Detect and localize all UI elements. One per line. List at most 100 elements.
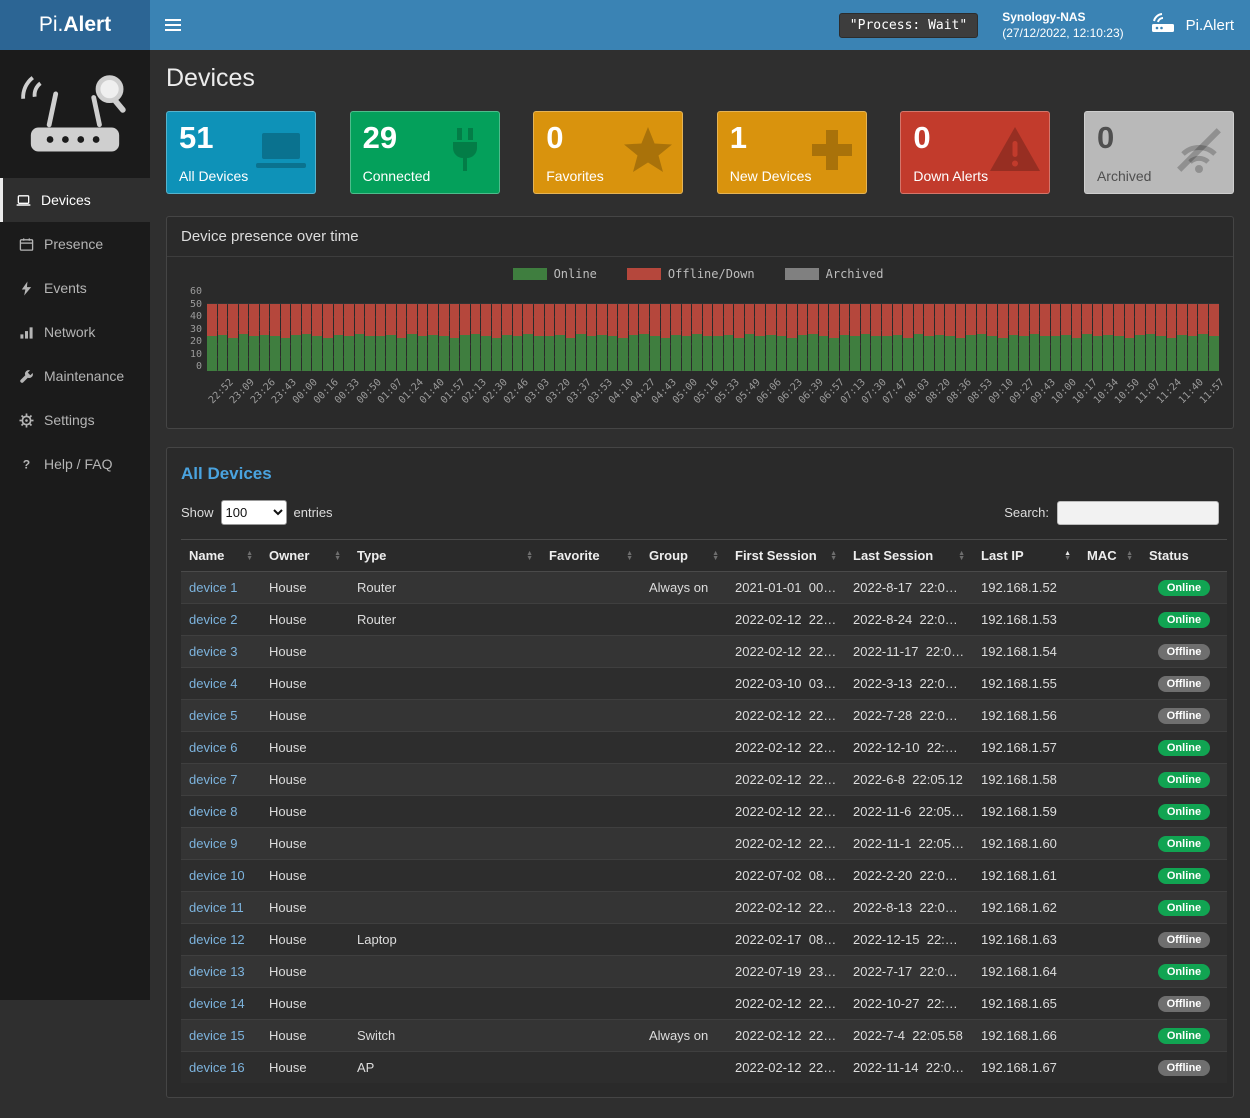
legend-label: Offline/Down [667, 267, 755, 281]
device-row[interactable]: device 9 House 2022-02-12 22:05 2022-11-1 2… [181, 827, 1227, 860]
device-group-cell: Always on [641, 571, 727, 604]
device-row[interactable]: device 8 House 2022-02-12 22:05 2022-11-6 2… [181, 795, 1227, 828]
sort-icon[interactable]: ▲ ▼ [830, 549, 837, 562]
device-status-cell: Online [1141, 827, 1227, 860]
device-row[interactable]: device 4 House 2022-03-10 03:55 2022-3-13 2… [181, 667, 1227, 700]
device-link[interactable]: device 5 [189, 708, 238, 723]
presence-chart-plot [207, 291, 1219, 371]
device-link[interactable]: device 6 [189, 740, 238, 755]
app-logo[interactable]: Pi. Alert [0, 0, 150, 50]
chart-bar [1124, 291, 1135, 371]
stat-value: 0 [913, 120, 931, 155]
x-tick: 03:20 [544, 377, 574, 407]
sort-icon[interactable]: ▲ ▼ [1126, 549, 1133, 562]
device-link[interactable]: device 12 [189, 932, 245, 947]
device-row[interactable]: device 6 House 2022-02-12 22:05 2022-12-10 … [181, 731, 1227, 764]
sidebar-item-network[interactable]: Network [0, 310, 150, 354]
device-owner-cell: House [261, 891, 349, 924]
device-row[interactable]: device 15 House Switch Always on 2022-02-12 … [181, 1019, 1227, 1052]
sort-icon[interactable]: ▲ ▼ [334, 549, 341, 562]
legend-item-archived[interactable]: Archived [784, 267, 883, 281]
device-row[interactable]: device 12 House Laptop 2022-02-17 08:05 2022… [181, 923, 1227, 956]
device-row[interactable]: device 16 House AP 2022-02-12 22:05 2022-11-… [181, 1051, 1227, 1083]
device-row[interactable]: device 2 House Router 2022-02-12 22:05 2022-… [181, 603, 1227, 636]
column-header-type[interactable]: Type ▲ ▼ [349, 539, 541, 572]
device-row[interactable]: device 1 House Router Always on 2021-01-01 0… [181, 571, 1227, 604]
device-link[interactable]: device 11 [189, 900, 244, 915]
stat-box[interactable]: 0 Favorites [533, 111, 684, 194]
sidebar-item-presence[interactable]: Presence [0, 222, 150, 266]
column-header-first-session[interactable]: First Session ▲ ▼ [727, 539, 845, 572]
column-header-mac[interactable]: MAC ▲ ▼ [1079, 539, 1141, 572]
y-tick-label: 60 [189, 286, 202, 297]
device-link[interactable]: device 4 [189, 676, 238, 691]
sort-icon[interactable]: ▲ ▼ [526, 549, 533, 562]
column-header-name[interactable]: Name ▲ ▼ [181, 539, 261, 572]
sidebar-toggle-icon[interactable] [150, 0, 196, 50]
device-row[interactable]: device 5 House 2022-02-12 22:05 2022-7-28 2… [181, 699, 1227, 732]
stat-box[interactable]: 29 Connected [349, 111, 500, 194]
device-link[interactable]: device 1 [189, 580, 238, 595]
device-last-ip-cell: 192.168.1.55 [973, 667, 1079, 700]
device-group-cell [641, 699, 727, 732]
offline-swatch [626, 268, 661, 280]
device-link[interactable]: device 10 [189, 868, 245, 883]
legend-item-offline[interactable]: Offline/Down [626, 267, 755, 281]
column-header-group[interactable]: Group ▲ ▼ [641, 539, 727, 572]
chart-bar [386, 291, 396, 371]
device-link[interactable]: device 3 [189, 644, 238, 659]
stat-box[interactable]: 0 Down Alerts [900, 111, 1051, 194]
status-badge: Online [1157, 964, 1211, 980]
sidebar-item-settings[interactable]: Settings [0, 398, 150, 442]
sidebar-item-events[interactable]: Events [0, 266, 150, 310]
device-link[interactable]: device 2 [189, 612, 238, 627]
device-link[interactable]: device 14 [189, 996, 245, 1011]
bolt-icon [18, 280, 34, 296]
legend-item-online[interactable]: Online [512, 267, 597, 281]
device-link[interactable]: device 13 [189, 964, 245, 979]
entries-select[interactable]: 100 [220, 500, 287, 525]
stat-box[interactable]: 1 New Devices [716, 111, 867, 194]
sort-icon[interactable]: ▲ ▼ [1064, 549, 1071, 562]
device-link[interactable]: device 15 [189, 1028, 245, 1043]
device-row[interactable]: device 10 House 2022-07-02 08:15 2022-2-20 … [181, 859, 1227, 892]
chart-bar [417, 291, 428, 371]
device-row[interactable]: device 11 House 2022-02-12 22:05 2022-8-13 … [181, 891, 1227, 924]
device-row[interactable]: device 14 House 2022-02-12 22:05 2022-10-27… [181, 987, 1227, 1020]
device-link[interactable]: device 8 [189, 804, 238, 819]
sidebar-item-maintenance[interactable]: Maintenance [0, 354, 150, 398]
device-link[interactable]: device 7 [189, 772, 238, 787]
device-type-cell [349, 635, 541, 668]
column-header-last-session[interactable]: Last Session ▲ ▼ [845, 539, 973, 572]
chart-bar [797, 291, 808, 371]
device-last-session-cell: 2022-7-17 22:05.44 [845, 955, 973, 988]
device-link[interactable]: device 16 [189, 1060, 245, 1075]
sort-icon[interactable]: ▲ ▼ [712, 549, 719, 562]
x-tick: 04:10 [607, 377, 637, 407]
sidebar-item-devices[interactable]: Devices [0, 178, 150, 222]
x-tick: 09:10 [986, 377, 1016, 407]
device-row[interactable]: device 7 House 2022-02-12 22:05 2022-6-8 22… [181, 763, 1227, 796]
device-status-cell: Offline [1141, 667, 1227, 700]
column-header-last-ip[interactable]: Last IP ▲ ▼ [973, 539, 1079, 572]
device-owner-cell: House [261, 923, 349, 956]
chart-bar [1008, 291, 1019, 371]
column-header-owner[interactable]: Owner ▲ ▼ [261, 539, 349, 572]
device-first-session-cell: 2022-07-19 23:45 [727, 955, 845, 988]
column-header-status[interactable]: Status [1141, 539, 1227, 572]
stat-box[interactable]: 51 All Devices [166, 111, 316, 194]
entries-label: entries [293, 505, 333, 520]
column-header-favorite[interactable]: Favorite ▲ ▼ [541, 539, 641, 572]
device-favorite-cell [541, 923, 641, 956]
stat-box[interactable]: 0 Archived [1083, 111, 1234, 194]
device-row[interactable]: device 3 House 2022-02-12 22:05 2022-11-17 … [181, 635, 1227, 668]
sidebar-item-help[interactable]: ? Help / FAQ [0, 442, 150, 486]
chart-bar [502, 291, 512, 371]
sort-icon[interactable]: ▲ ▼ [626, 549, 633, 562]
device-link[interactable]: device 9 [189, 836, 238, 851]
sort-icon[interactable]: ▲ ▼ [246, 549, 253, 562]
device-mac-cell [1079, 667, 1141, 700]
device-row[interactable]: device 13 House 2022-07-19 23:45 2022-7-17 … [181, 955, 1227, 988]
sort-icon[interactable]: ▲ ▼ [958, 549, 965, 562]
search-input[interactable] [1057, 500, 1219, 525]
